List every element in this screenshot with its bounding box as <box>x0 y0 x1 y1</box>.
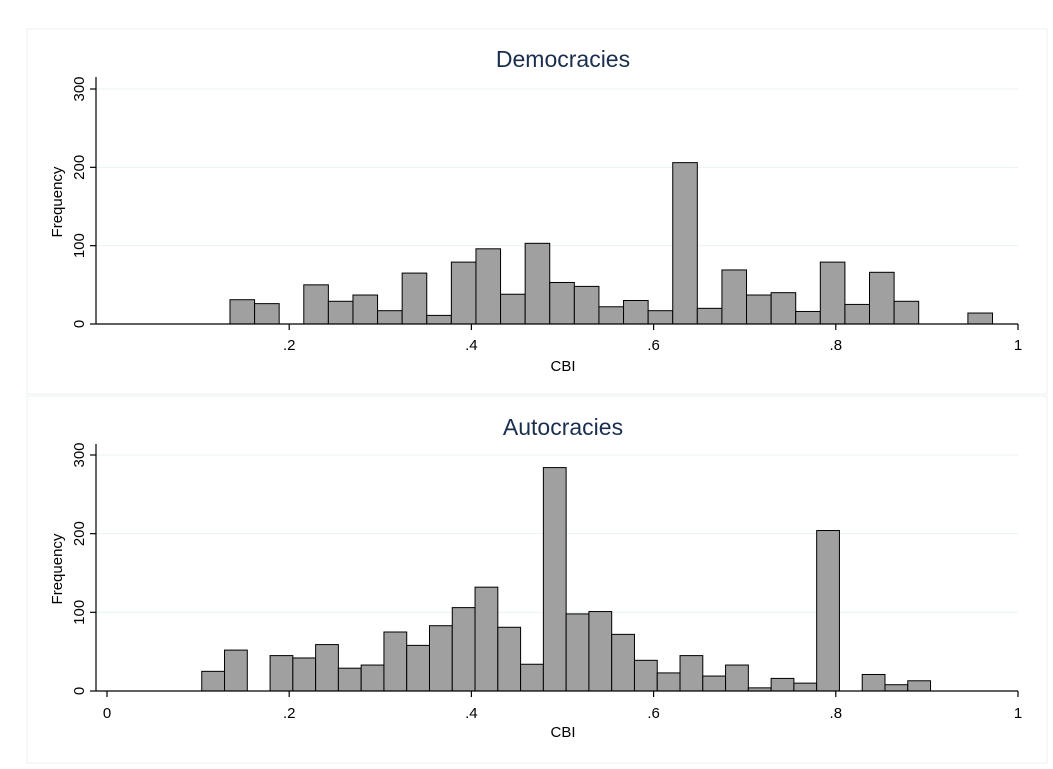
autocracies-bar-10 <box>451 607 476 692</box>
democracies-gridlines <box>96 88 1018 247</box>
autocracies-bar-27 <box>861 673 886 692</box>
democracies-x-axis-label: CBI <box>550 358 575 375</box>
autocracies-bar-11 <box>474 586 499 692</box>
autocracies-bar-16 <box>588 611 613 692</box>
autocracies-bar-2 <box>269 655 294 692</box>
autocracies-bar-21 <box>702 675 727 692</box>
autocracies-bar-12 <box>497 626 522 692</box>
democracies-bar-22 <box>795 310 821 325</box>
democracies-axes: 0 100 200 300 .2 .4 .6 .8 1 <box>71 76 1022 354</box>
democracies-panel-background <box>26 28 1048 395</box>
democracies-bar-24 <box>844 303 871 325</box>
democracies-panel: Democracies Frequency CBI 0 100 200 300 .2 .4… <box>26 28 1048 395</box>
democracies-bar-11 <box>524 242 551 325</box>
democracies-x-tick-label-0: .2 <box>283 337 296 354</box>
democracies-bar-6 <box>401 272 428 325</box>
democracies-bar-9 <box>475 248 502 325</box>
democracies-x-tick-label-4: 1 <box>1014 337 1022 354</box>
democracies-bar-17 <box>672 162 698 325</box>
democracies-bar-25 <box>869 271 895 325</box>
autocracies-y-tick-label-1: 100 <box>71 600 88 625</box>
autocracies-bar-14 <box>542 467 567 692</box>
autocracies-bar-9 <box>428 625 453 692</box>
democracies-bar-20 <box>746 294 772 325</box>
democracies-bar-23 <box>819 261 846 325</box>
democracies-bar-15 <box>623 300 649 325</box>
autocracies-bar-3 <box>292 657 317 692</box>
autocracies-x-tick-label-4: .8 <box>830 705 843 722</box>
democracies-bar-10 <box>500 293 526 325</box>
autocracies-y-tick-label-2: 200 <box>71 521 88 546</box>
autocracies-x-tick-label-1: .2 <box>283 705 296 722</box>
democracies-y-tick-label-3: 300 <box>71 76 88 101</box>
democracies-bar-26 <box>893 300 920 325</box>
democracies-bars <box>229 162 993 325</box>
democracies-bar-13 <box>573 285 600 325</box>
autocracies-bar-29 <box>907 680 932 692</box>
autocracies-bar-26 <box>816 530 840 692</box>
autocracies-y-tick-label-3: 300 <box>71 442 88 467</box>
autocracies-bar-7 <box>383 631 408 692</box>
democracies-y-axis-label: Frequency <box>49 166 66 237</box>
autocracies-bar-20 <box>679 655 704 692</box>
democracies-bar-3 <box>327 300 354 325</box>
democracies-bar-12 <box>549 281 575 325</box>
autocracies-bar-13 <box>520 663 544 692</box>
autocracies-x-axis-label: CBI <box>550 724 575 741</box>
democracies-bar-7 <box>426 314 452 325</box>
democracies-x-tick-label-2: .6 <box>647 337 660 354</box>
democracies-y-tick-label-1: 100 <box>71 233 88 258</box>
autocracies-y-axis-label: Frequency <box>49 533 66 604</box>
democracies-bar-8 <box>450 261 477 325</box>
autocracies-bar-15 <box>565 613 590 692</box>
democracies-y-tick-label-0: 0 <box>71 320 88 328</box>
autocracies-bar-28 <box>884 684 909 692</box>
democracies-x-tick-label-1: .4 <box>465 337 478 354</box>
autocracies-bar-1 <box>224 649 248 692</box>
autocracies-bar-22 <box>725 664 749 692</box>
autocracies-bar-24 <box>770 677 795 692</box>
autocracies-bar-5 <box>337 667 362 692</box>
autocracies-x-tick-label-3: .6 <box>647 705 660 722</box>
democracies-bar-18 <box>696 307 723 325</box>
democracies-bar-14 <box>598 306 625 325</box>
autocracies-bar-0 <box>201 670 226 692</box>
democracies-bar-2 <box>303 284 329 325</box>
autocracies-bar-25 <box>793 682 818 692</box>
autocracies-x-tick-label-2: .4 <box>465 705 478 722</box>
democracies-x-tick-label-3: .8 <box>830 337 843 354</box>
autocracies-panel: Autocracies Frequency CBI 0 100 200 300 0 .2.… <box>26 395 1048 764</box>
democracies-bar-19 <box>721 269 748 325</box>
democracies-bar-21 <box>770 292 797 325</box>
autocracies-bar-19 <box>656 672 681 692</box>
autocracies-axes: 0 100 200 300 0 .2 .4 .6 .8 1 <box>71 442 1022 722</box>
democracies-bar-4 <box>352 294 379 325</box>
autocracies-x-tick-label-0: 0 <box>103 705 111 722</box>
autocracies-bar-8 <box>406 644 430 692</box>
autocracies-bar-18 <box>633 659 658 692</box>
democracies-bar-0 <box>229 299 256 325</box>
democracies-y-tick-label-2: 200 <box>71 155 88 180</box>
democracies-bar-1 <box>254 303 280 325</box>
democracies-bar-27 <box>967 312 993 325</box>
democracies-title: Democracies <box>496 46 630 72</box>
autocracies-bar-17 <box>611 633 635 692</box>
autocracies-title: Autocracies <box>503 414 623 440</box>
democracies-bar-5 <box>377 310 403 325</box>
autocracies-bar-4 <box>315 644 339 692</box>
autocracies-bar-6 <box>360 664 385 692</box>
democracies-bar-16 <box>647 310 674 325</box>
autocracies-x-tick-label-5: 1 <box>1014 705 1022 722</box>
autocracies-y-tick-label-0: 0 <box>71 687 88 695</box>
autocracies-panel-background <box>26 395 1048 764</box>
